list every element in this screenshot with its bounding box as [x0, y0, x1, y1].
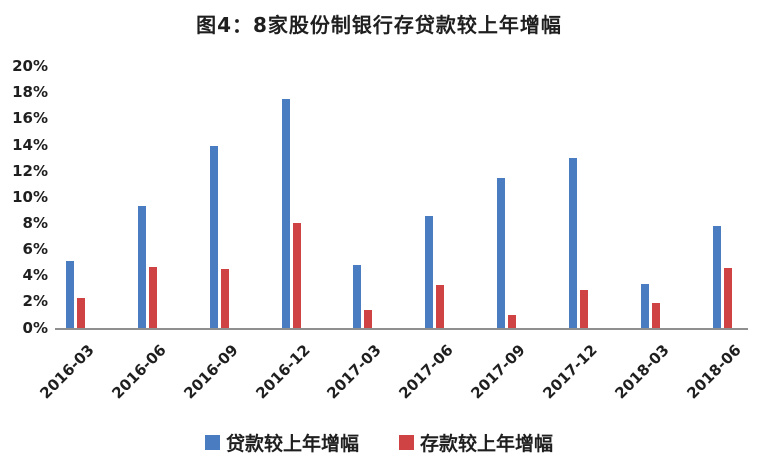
bar-deposit-2016-12: [292, 223, 301, 328]
x-label-2017-09: 2017-09: [467, 341, 529, 403]
chart-title: 图4：8家股份制银行存贷款较上年增幅: [196, 13, 562, 37]
x-label-2016-03: 2016-03: [36, 341, 98, 403]
y-tick-label-12: 12%: [12, 161, 48, 180]
bar-loan-2016-09: [209, 146, 218, 328]
x-label-2017-12: 2017-12: [539, 341, 601, 403]
legend: 贷款较上年增幅 存款较上年增幅: [0, 429, 758, 456]
y-tick-label-8: 8%: [22, 213, 48, 232]
bar-deposit-2016-06: [148, 266, 157, 328]
bar-loan-2017-12: [569, 158, 578, 328]
bar-loan-2017-03: [353, 265, 362, 328]
x-label-2016-09: 2016-09: [180, 341, 242, 403]
loan-series-swatch-icon: [204, 435, 220, 450]
bar-deposit-2017-06: [436, 284, 445, 328]
bar-deposit-2018-03: [651, 303, 660, 328]
bar-loan-2018-03: [640, 283, 649, 328]
y-tick-label-6: 6%: [22, 240, 48, 259]
bar-deposit-2018-06: [723, 267, 732, 328]
bar-loan-2017-06: [425, 215, 434, 328]
bar-loan-2017-09: [497, 177, 506, 328]
deposit-series-swatch-icon: [399, 435, 414, 450]
legend-item-deposit: 存款较上年增幅: [399, 429, 553, 456]
y-tick-label-2: 2%: [22, 292, 48, 311]
y-tick-label-16: 16%: [12, 109, 48, 128]
loan-series-label: 贷款较上年增幅: [225, 433, 359, 455]
y-tick-label-10: 10%: [12, 187, 48, 206]
bar-loan-2016-06: [137, 206, 146, 328]
bar-deposit-2016-03: [77, 297, 85, 328]
x-label-2017-03: 2017-03: [323, 341, 386, 403]
bar-deposit-2016-09: [220, 269, 229, 328]
bar-deposit-2017-12: [580, 290, 589, 328]
bar-loan-2016-12: [281, 99, 290, 328]
bar-loan-2016-03: [66, 261, 74, 328]
x-label-2016-12: 2016-12: [251, 341, 314, 403]
bar-deposit-2017-03: [364, 309, 373, 328]
x-label-2017-06: 2017-06: [395, 341, 458, 403]
y-tick-label-0: 0%: [22, 318, 48, 337]
y-tick-label-14: 14%: [12, 135, 48, 154]
bar-deposit-2017-09: [508, 314, 517, 328]
y-tick-label-20: 20%: [12, 57, 48, 76]
y-tick-label-4: 4%: [22, 266, 48, 285]
x-label-2016-06: 2016-06: [108, 341, 170, 403]
x-label-2018-06: 2018-06: [683, 341, 745, 403]
x-label-2018-03: 2018-03: [611, 341, 673, 403]
y-tick-label-18: 18%: [12, 83, 48, 102]
bar-loan-2018-06: [712, 226, 721, 328]
x-axis-line: [55, 328, 748, 330]
deposit-series-label: 存款较上年增幅: [420, 433, 554, 455]
legend-item-loan: 贷款较上年增幅: [204, 429, 359, 456]
